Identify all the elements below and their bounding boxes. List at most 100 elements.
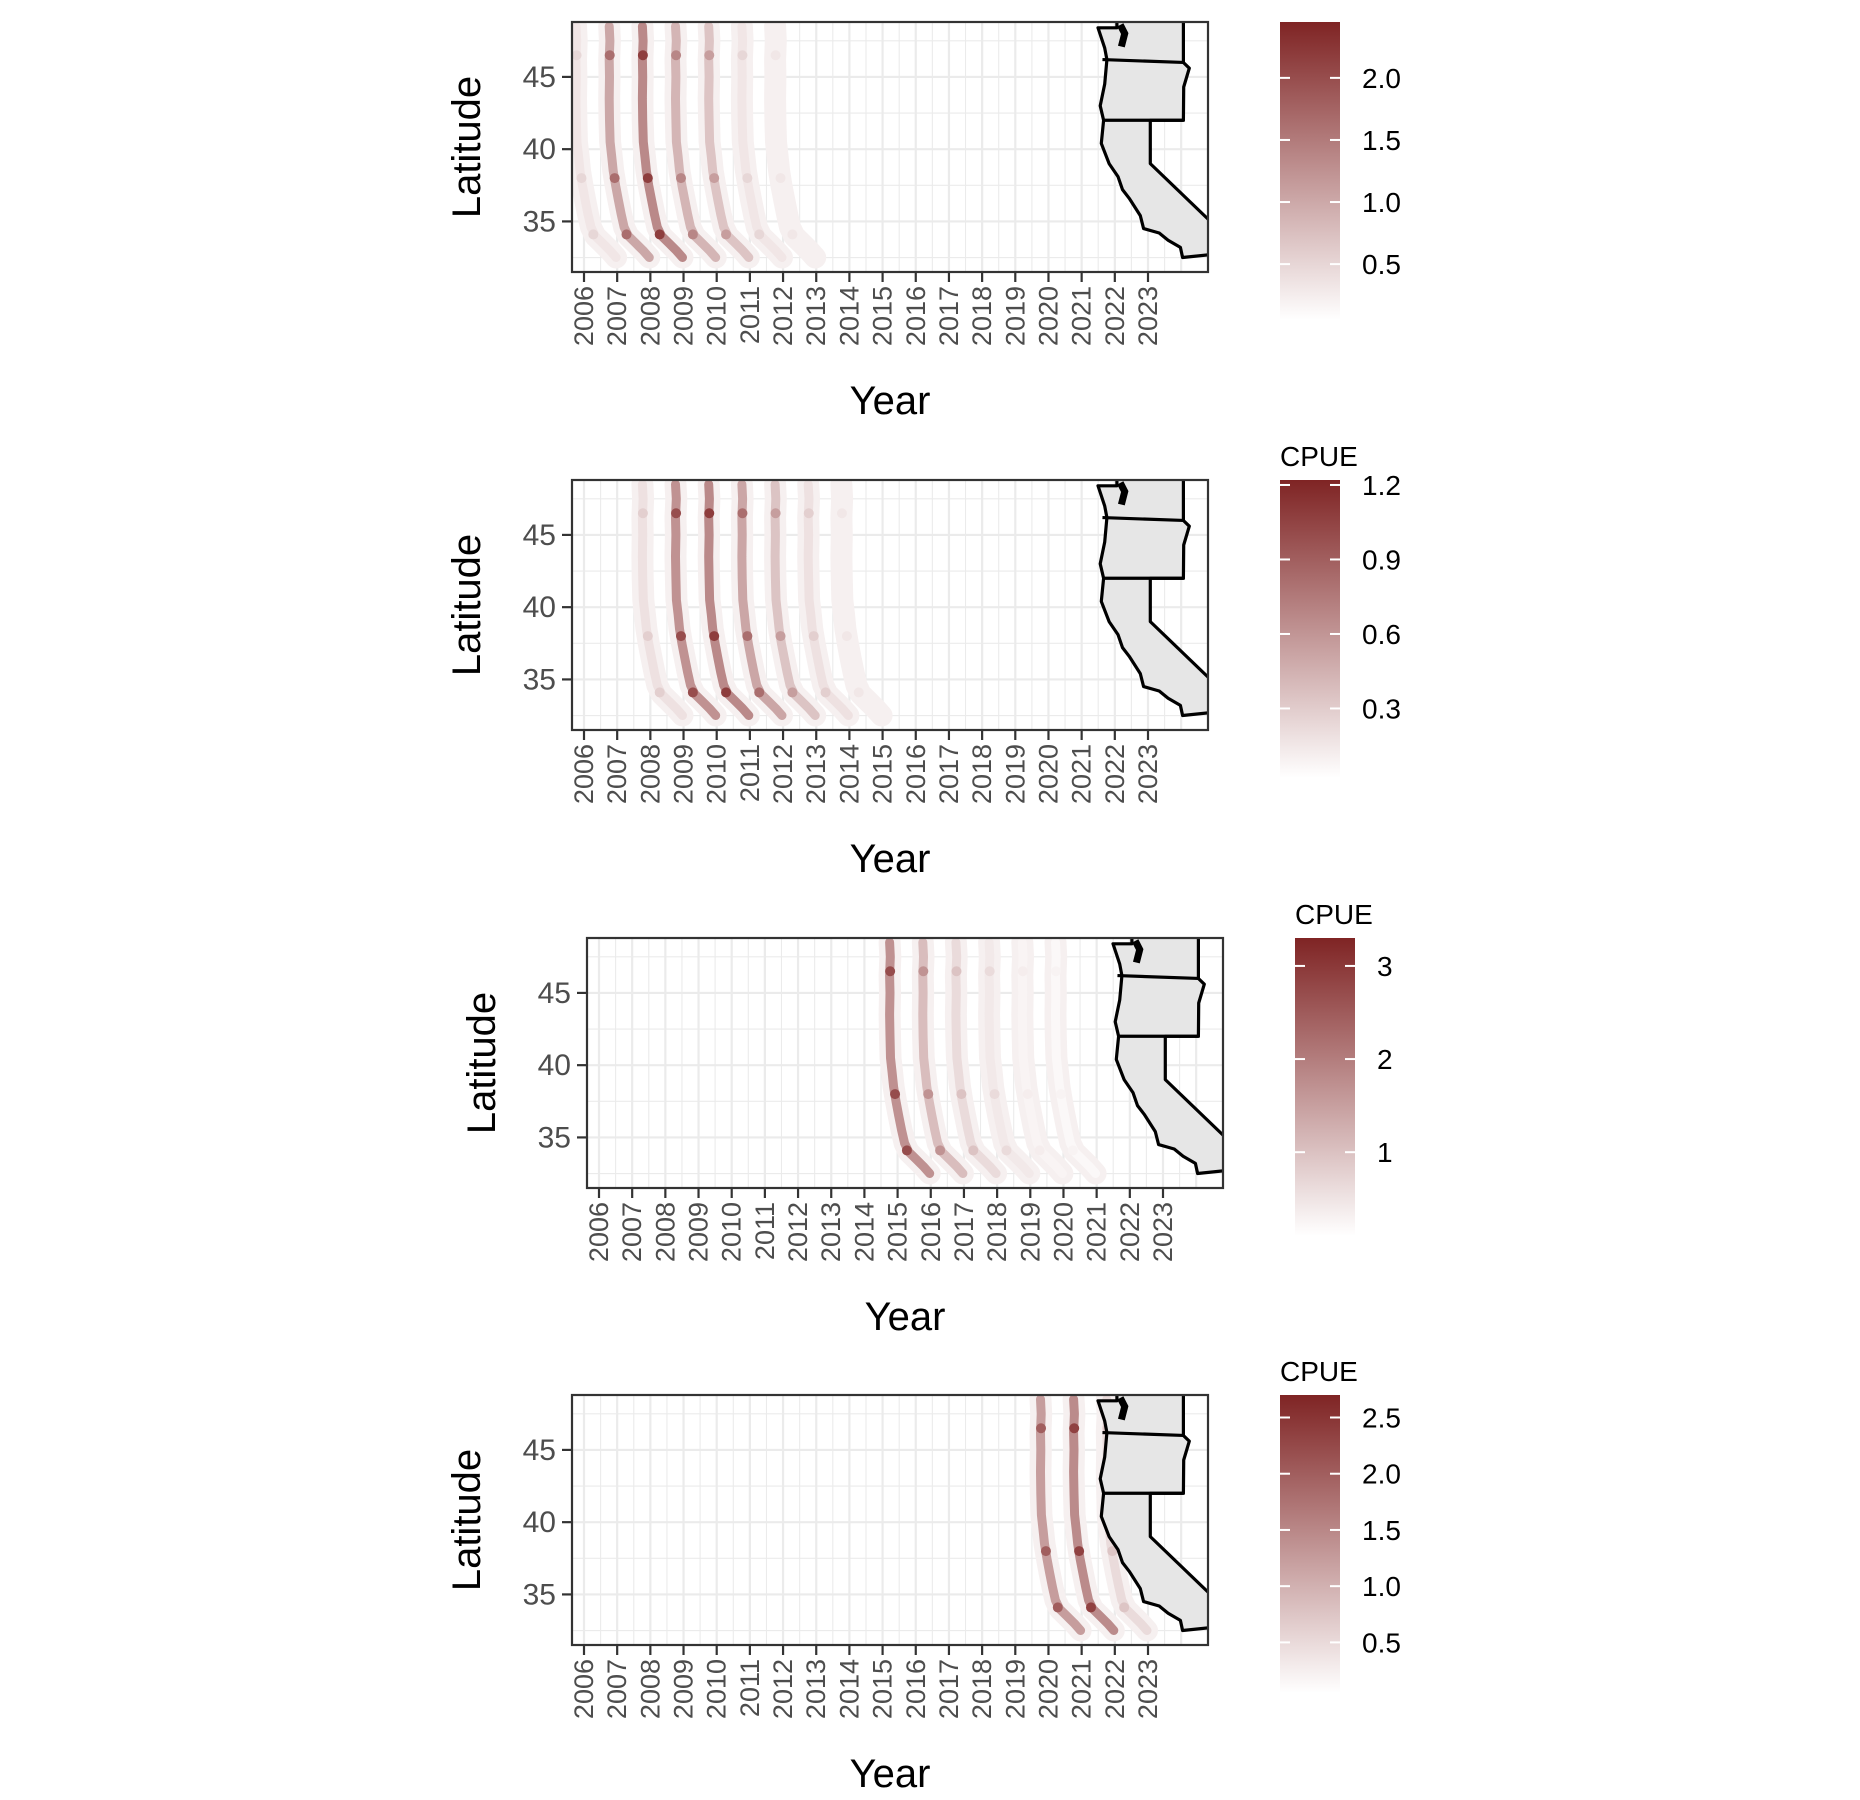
cpue-hotspot — [588, 229, 599, 240]
x-axis-title: Year — [865, 1295, 946, 1339]
cpue-hotspot — [572, 50, 582, 61]
cpue-hotspot — [1001, 1145, 1012, 1156]
cpue-hotspot — [1052, 1602, 1063, 1613]
x-tick-label: 2022 — [1100, 744, 1130, 804]
cpue-band — [637, 22, 687, 262]
x-tick-label: 2014 — [834, 286, 864, 346]
state-outline — [1096, 22, 1208, 260]
colorbar — [1280, 22, 1340, 320]
x-tick-label: 2011 — [735, 286, 765, 344]
state-outline — [1111, 938, 1223, 1176]
state-border-wa-or — [1102, 1430, 1184, 1438]
cpue-hotspot — [621, 229, 632, 240]
legend-tick-label: 0.9 — [1362, 544, 1401, 575]
x-tick-label: 2022 — [1100, 1659, 1130, 1719]
cpue-hotspot — [968, 1145, 979, 1156]
cpue-hotspot — [1069, 1423, 1080, 1434]
cpue-band — [637, 480, 687, 720]
cpue-hotspot — [775, 173, 786, 184]
cpue-hotspot — [637, 50, 648, 61]
cpue-hotspot — [923, 1089, 934, 1100]
cpue-band — [803, 480, 853, 720]
cpue-hotspot — [1067, 1145, 1078, 1156]
x-tick-label: 2011 — [750, 1202, 780, 1260]
panel-border — [570, 1393, 1210, 1647]
cpue-hotspot — [820, 687, 831, 698]
cpue-band — [984, 938, 1034, 1178]
cpue-hotspot — [754, 229, 765, 240]
y-tick-label: 40 — [538, 1049, 571, 1082]
cpue-hotspot — [803, 508, 814, 519]
x-tick-label: 2019 — [1015, 1202, 1045, 1262]
x-tick-label: 2010 — [702, 286, 732, 346]
x-tick-label: 2007 — [602, 286, 632, 346]
cpue-hotspot — [742, 631, 753, 642]
state-outline — [1096, 1395, 1208, 1633]
legend-tick-label: 3 — [1377, 951, 1393, 982]
x-tick-label: 2022 — [1100, 286, 1130, 346]
y-tick-label: 40 — [523, 591, 556, 624]
x-tick-label: 2009 — [669, 286, 699, 346]
x-tick-label: 2021 — [1067, 1659, 1097, 1719]
x-tick-label: 2014 — [834, 744, 864, 804]
x-tick-label: 2010 — [702, 744, 732, 804]
x-tick-label: 2013 — [801, 744, 831, 804]
legend-tick-label: 2.0 — [1362, 1459, 1401, 1490]
cpue-hotspot — [1017, 966, 1028, 977]
cpue-hotspot — [1040, 1546, 1051, 1557]
x-tick-label: 2012 — [768, 744, 798, 804]
y-tick-label: 45 — [523, 519, 556, 552]
inset-map — [1096, 1395, 1208, 1633]
y-axis-title: Latitude — [445, 76, 489, 218]
x-tick-label: 2008 — [635, 744, 665, 804]
cpue-hotspot — [853, 687, 864, 698]
cpue-band — [770, 480, 820, 720]
cpue-hotspot — [676, 631, 687, 642]
cpue-hotspot — [836, 508, 847, 519]
legend-tick-label: 1.2 — [1362, 470, 1401, 501]
x-tick-label: 2018 — [967, 286, 997, 346]
cpue-hotspot — [890, 1089, 901, 1100]
cpue-hotspot — [721, 687, 732, 698]
cpue-hotspot — [704, 50, 715, 61]
inset-map — [1096, 22, 1208, 260]
cpue-band — [918, 938, 968, 1178]
cpue-hotspot — [687, 687, 698, 698]
colorbar — [1280, 480, 1340, 778]
y-tick-label: 40 — [523, 1506, 556, 1539]
cpue-band — [572, 22, 621, 262]
x-tick-label: 2016 — [916, 1202, 946, 1262]
cpue-hotspot — [1074, 1546, 1085, 1557]
cpue-hotspot — [642, 173, 653, 184]
x-tick-label: 2015 — [868, 1659, 898, 1719]
x-tick-label: 2020 — [1033, 744, 1063, 804]
legend-tick-label: 1.5 — [1362, 125, 1401, 156]
cpue-hotspot — [654, 687, 665, 698]
cpue-hotspot — [742, 173, 753, 184]
x-tick-label: 2019 — [1000, 1659, 1030, 1719]
cpue-band — [836, 480, 887, 720]
cpue-hotspot — [918, 966, 929, 977]
y-axis-title: Latitude — [445, 534, 489, 676]
cpue-band — [604, 22, 654, 262]
x-tick-label: 2021 — [1067, 286, 1097, 346]
x-tick-label: 2012 — [783, 1202, 813, 1262]
cpue-band — [1036, 1395, 1086, 1635]
cpue-hotspot — [1119, 1602, 1130, 1613]
x-tick-label: 2007 — [602, 1659, 632, 1719]
x-tick-label: 2018 — [982, 1202, 1012, 1262]
x-tick-label: 2013 — [801, 1659, 831, 1719]
legend-tick-label: 0.5 — [1362, 1627, 1401, 1658]
legend-tick-label: 0.5 — [1362, 249, 1401, 280]
x-tick-label: 2006 — [569, 286, 599, 346]
cpue-band — [1017, 938, 1067, 1178]
legend-tick-label: 1.0 — [1362, 1571, 1401, 1602]
cpue-hotspot — [935, 1145, 946, 1156]
cpue-hotspot — [737, 508, 748, 519]
colorbar — [1280, 1395, 1340, 1693]
y-tick-label: 35 — [523, 663, 556, 696]
cpue-band — [671, 480, 721, 720]
